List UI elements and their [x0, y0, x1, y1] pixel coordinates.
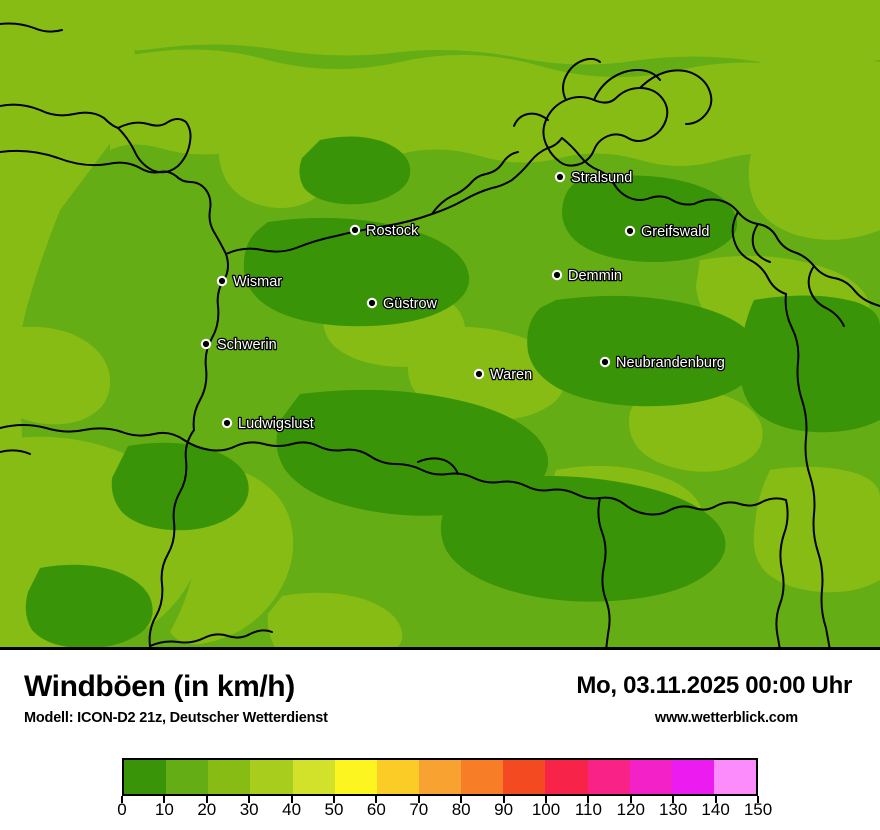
colorbar-swatch-70-80 [418, 760, 462, 794]
colorbar-swatch-40-50 [292, 760, 335, 794]
colorbar-swatch-100-110 [545, 760, 588, 794]
colorbar-swatch-10-20 [166, 760, 209, 794]
colorbar-swatch-120-130 [629, 760, 672, 794]
city-marker-stralsund[interactable]: Stralsund [554, 169, 634, 187]
city-dot [556, 173, 564, 181]
colorbar-label-100: 100 [531, 800, 561, 819]
site-url: www.wetterblick.com [654, 710, 798, 726]
map-footer: Windböen (in km/h) Modell: ICON-D2 21z, … [0, 650, 880, 830]
weather-map-panel[interactable]: .c10 { fill:#65ad14; } /* 10-20 km/h */ … [0, 0, 880, 650]
colorbar-label-60: 60 [366, 800, 386, 819]
colorbar-label-70: 70 [409, 800, 429, 819]
colorbar-tick [248, 796, 251, 803]
colorbar-tick [375, 796, 378, 803]
colorbar-tick [757, 796, 759, 803]
city-label: Neubrandenburg [616, 355, 725, 371]
colorbar-tick [587, 796, 590, 803]
colorbar-swatch-60-70 [376, 760, 419, 794]
city-label: Rostock [366, 223, 419, 239]
city-label: Ludwigslust [238, 416, 314, 432]
colorbar-swatch-90-100 [503, 760, 546, 794]
colorbar-ticks [121, 796, 759, 808]
city-dot [218, 277, 226, 285]
city-dot [351, 226, 359, 234]
city-marker-rostock[interactable]: Rostock [349, 222, 420, 240]
colorbar-swatch-20-30 [208, 760, 251, 794]
colorbar-tick [290, 796, 293, 803]
page-title: Windböen (in km/h) [24, 670, 295, 703]
model-subtitle: Modell: ICON-D2 21z, Deutscher Wetterdie… [24, 710, 328, 726]
city-label: Waren [490, 367, 532, 383]
city-dot [553, 271, 561, 279]
gust-layer-0-10 [25, 136, 880, 647]
colorbar-label-130: 130 [659, 800, 688, 819]
city-marker-gstrow[interactable]: Güstrow [366, 295, 439, 313]
colorbar-label-20: 20 [197, 800, 217, 819]
city-label: Stralsund [571, 170, 632, 186]
colorbar [122, 758, 758, 796]
gust-field-map[interactable]: .c10 { fill:#65ad14; } /* 10-20 km/h */ … [0, 0, 880, 650]
colorbar-label-110: 110 [574, 800, 602, 819]
colorbar-tick [333, 796, 335, 803]
city-dot [626, 227, 634, 235]
valid-datetime: Mo, 03.11.2025 00:00 Uhr [576, 672, 852, 699]
city-dot [202, 340, 210, 348]
colorbar-swatch-130-140 [671, 760, 714, 794]
colorbar-swatch-110-120 [587, 760, 630, 794]
colorbar-gradient [122, 758, 758, 796]
colorbar-label-50: 50 [324, 800, 344, 819]
colorbar-swatch-30-40 [250, 760, 293, 794]
colorbar-tick [460, 796, 463, 803]
city-marker-demmin[interactable]: Demmin [551, 267, 623, 285]
colorbar-swatch-0-10 [124, 760, 167, 794]
colorbar-tick [714, 796, 717, 803]
colorbar-swatch-80-90 [461, 760, 504, 794]
colorbar-tick [502, 796, 505, 803]
colorbar-label-10: 10 [154, 800, 174, 819]
colorbar-label-30: 30 [239, 800, 259, 819]
city-marker-greifswald[interactable]: Greifswald [624, 223, 711, 241]
colorbar-label-90: 90 [494, 800, 514, 819]
city-label: Schwerin [217, 337, 277, 353]
colorbar-swatch-140-150 [713, 760, 757, 794]
city-dot [223, 419, 231, 427]
city-marker-schwerin[interactable]: Schwerin [200, 336, 278, 354]
city-label: Greifswald [641, 224, 710, 240]
colorbar-label-40: 40 [282, 800, 302, 819]
colorbar-label-0: 0 [117, 800, 127, 819]
city-marker-neubrandenburg[interactable]: Neubrandenburg [599, 354, 726, 372]
city-marker-wismar[interactable]: Wismar [216, 273, 284, 291]
colorbar-label-150: 150 [743, 800, 773, 819]
colorbar-label-120: 120 [616, 800, 645, 819]
colorbar-tick [163, 796, 166, 803]
colorbar-tick [672, 796, 675, 803]
colorbar-tick [629, 796, 632, 803]
colorbar-swatch-50-60 [334, 760, 377, 794]
city-dot [601, 358, 609, 366]
coastline-and-borders [0, 22, 880, 647]
city-marker-waren[interactable]: Waren [473, 366, 533, 384]
city-label: Wismar [233, 274, 282, 290]
colorbar-tick [545, 796, 547, 803]
colorbar-tick-labels: 0 10 20 30 40 50 60 70 80 90 100 110 120 130 140 150 [117, 800, 772, 826]
city-label: Demmin [568, 268, 622, 284]
colorbar-tick [417, 796, 420, 803]
colorbar-tick [121, 796, 123, 803]
colorbar-tick [205, 796, 208, 803]
colorbar-label-80: 80 [451, 800, 471, 819]
city-dot [368, 299, 376, 307]
colorbar-label-140: 140 [701, 800, 730, 819]
city-marker-ludwigslust[interactable]: Ludwigslust [221, 415, 315, 433]
city-markers-layer: Stralsund Rostock Greifswald Demmin Wismar Gü… [200, 169, 726, 433]
city-dot [475, 370, 483, 378]
city-label: Güstrow [383, 296, 438, 312]
